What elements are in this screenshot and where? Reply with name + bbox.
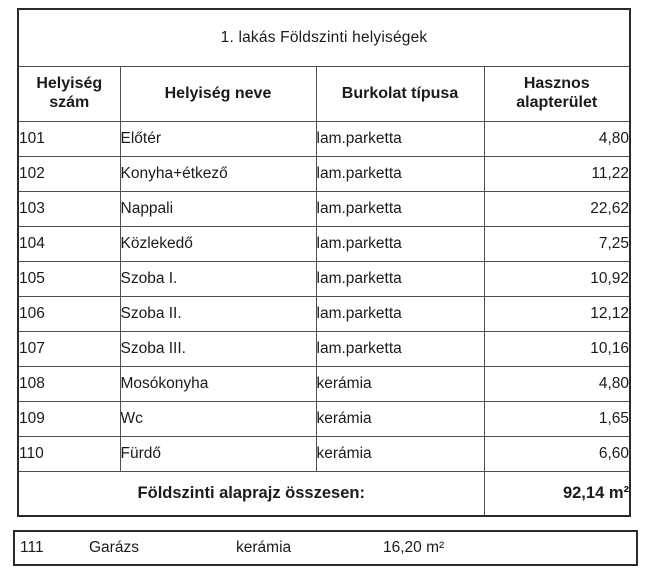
cell-room-number: 109 [17, 401, 121, 437]
room-table: 1. lakás Földszinti helyiségek Helyiség … [17, 8, 631, 517]
cell-useful-area: 12,12 [483, 296, 631, 332]
summary-label: Földszinti alaprajz összesen: [17, 471, 485, 517]
cell-room-number: 110 [17, 436, 121, 472]
cell-room-number: 107 [17, 331, 121, 367]
cell-useful-area: 22,62 [483, 191, 631, 227]
cell-floor-type: lam.parketta [315, 156, 485, 192]
cell-room-name: Közlekedő [119, 226, 317, 262]
summary-total-area: 92,14 m² [483, 471, 631, 517]
cell-floor-type: lam.parketta [315, 191, 485, 227]
table-row: 101 Előtér lam.parketta 4,80 [17, 121, 631, 157]
table-row: 105 Szoba I. lam.parketta 10,92 [17, 261, 631, 297]
cell-floor-type: lam.parketta [315, 121, 485, 157]
cell-useful-area: 4,80 [483, 366, 631, 402]
cell-useful-area: 7,25 [483, 226, 631, 262]
cell-room-number: 106 [17, 296, 121, 332]
table-row: 106 Szoba II. lam.parketta 12,12 [17, 296, 631, 332]
garage-row: 111 Garázs kerámia 16,20 m² [13, 530, 638, 566]
table-row: 109 Wc kerámia 1,65 [17, 401, 631, 437]
cell-useful-area: 1,65 [483, 401, 631, 437]
table-row: 110 Fürdő kerámia 6,60 [17, 436, 631, 472]
cell-useful-area: 11,22 [483, 156, 631, 192]
cell-room-name: Nappali [119, 191, 317, 227]
cell-useful-area: 4,80 [483, 121, 631, 157]
cell-useful-area: 10,92 [483, 261, 631, 297]
table-row: 107 Szoba III. lam.parketta 10,16 [17, 331, 631, 367]
table-row: 102 Konyha+étkező lam.parketta 11,22 [17, 156, 631, 192]
table-title: 1. lakás Földszinti helyiségek [17, 8, 631, 67]
cell-room-name: Szoba I. [119, 261, 317, 297]
table-row: 108 Mosókonyha kerámia 4,80 [17, 366, 631, 402]
cell-useful-area: 16,20 m² [383, 539, 445, 556]
title-row: 1. lakás Földszinti helyiségek [17, 8, 631, 67]
cell-room-number: 102 [17, 156, 121, 192]
cell-room-number: 108 [17, 366, 121, 402]
cell-room-number: 103 [17, 191, 121, 227]
header-room-name: Helyiség neve [119, 66, 317, 122]
cell-room-number: 101 [17, 121, 121, 157]
cell-floor-type: lam.parketta [315, 261, 485, 297]
cell-room-name: Fürdő [119, 436, 317, 472]
cell-room-number: 105 [17, 261, 121, 297]
cell-floor-type: kerámia [315, 436, 485, 472]
cell-useful-area: 10,16 [483, 331, 631, 367]
header-useful-area: Hasznos alapterület [483, 66, 631, 122]
cell-floor-type: lam.parketta [315, 296, 485, 332]
cell-floor-type: kerámia [315, 401, 485, 437]
summary-row: Földszinti alaprajz összesen: 92,14 m² [17, 471, 631, 517]
cell-floor-type: lam.parketta [315, 226, 485, 262]
table-row: 104 Közlekedő lam.parketta 7,25 [17, 226, 631, 262]
cell-room-name: Előtér [119, 121, 317, 157]
cell-floor-type: lam.parketta [315, 331, 485, 367]
header-row: Helyiség szám Helyiség neve Burkolat típ… [17, 66, 631, 122]
table-row: 103 Nappali lam.parketta 22,62 [17, 191, 631, 227]
cell-useful-area: 6,60 [483, 436, 631, 472]
cell-floor-type: kerámia [315, 366, 485, 402]
cell-room-name: Wc [119, 401, 317, 437]
cell-room-name: Szoba III. [119, 331, 317, 367]
cell-room-name: Szoba II. [119, 296, 317, 332]
header-room-number: Helyiség szám [17, 66, 121, 122]
cell-room-number: 111 [20, 539, 44, 556]
cell-room-name: Garázs [89, 539, 139, 556]
header-floor-type: Burkolat típusa [315, 66, 485, 122]
cell-room-name: Konyha+étkező [119, 156, 317, 192]
cell-room-number: 104 [17, 226, 121, 262]
cell-floor-type: kerámia [236, 539, 292, 556]
cell-room-name: Mosókonyha [119, 366, 317, 402]
